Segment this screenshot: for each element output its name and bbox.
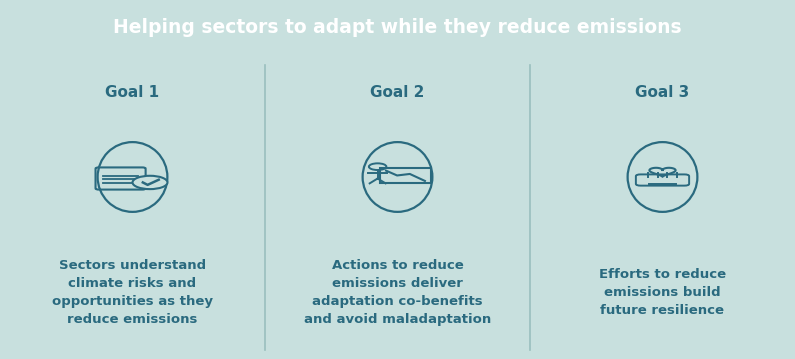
Circle shape — [133, 176, 168, 189]
Text: Helping sectors to adapt while they reduce emissions: Helping sectors to adapt while they redu… — [113, 18, 682, 37]
Text: Sectors understand
climate risks and
opportunities as they
reduce emissions: Sectors understand climate risks and opp… — [52, 259, 213, 326]
Text: Goal 3: Goal 3 — [635, 85, 689, 99]
Text: Goal 1: Goal 1 — [106, 85, 160, 99]
Text: Actions to reduce
emissions deliver
adaptation co-benefits
and avoid maladaptati: Actions to reduce emissions deliver adap… — [304, 259, 491, 326]
Text: Efforts to reduce
emissions build
future resilience: Efforts to reduce emissions build future… — [599, 268, 726, 317]
Text: Goal 2: Goal 2 — [370, 85, 425, 99]
